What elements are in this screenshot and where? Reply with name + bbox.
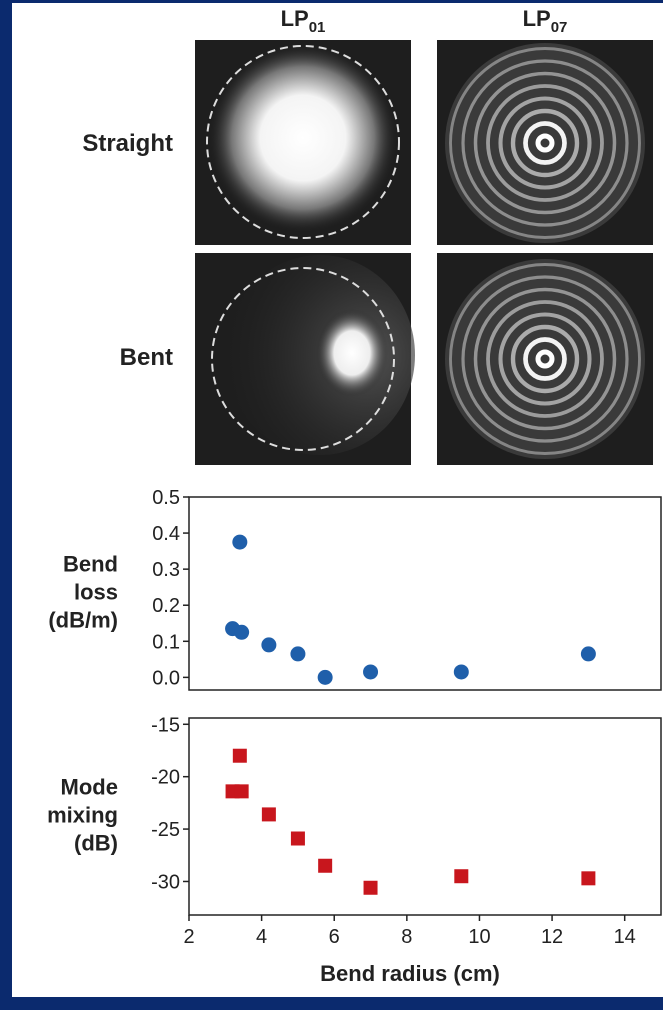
y-tick-label: -15 [151,714,180,736]
y-axis-label: Bend [63,552,118,577]
y-tick-label: -30 [151,871,180,893]
point [318,859,332,873]
y-axis-label: (dB) [74,831,118,856]
point [364,881,378,895]
point [261,637,276,652]
point [581,871,595,885]
y-axis-label: mixing [47,803,118,828]
point [233,749,247,763]
figure: LP01 LP07 Straight Bent 0.50.40.30.20.10… [0,0,663,1010]
y-tick-label: 0.2 [152,595,180,617]
x-axis-label: Bend radius (cm) [320,961,500,986]
y-tick-label: 0.4 [152,523,180,545]
point [291,832,305,846]
y-tick-label: -20 [151,767,180,789]
x-tick-label: 8 [401,926,412,948]
point [262,807,276,821]
y-axis-label: Mode [61,775,118,800]
x-tick-label: 10 [468,926,490,948]
point [290,646,305,661]
point [363,664,378,679]
page: {"column_labels": [{"base": "LP", "subsc… [0,0,663,1010]
y-tick-label: -25 [151,819,180,841]
x-tick-label: 14 [614,926,636,948]
x-tick-label: 6 [329,926,340,948]
point [234,625,249,640]
x-tick-label: 12 [541,926,563,948]
row-label: Straight [82,130,173,157]
mode-image [437,40,653,245]
y-tick-label: 0.1 [152,631,180,653]
y-tick-label: 0.3 [152,559,180,581]
point [318,670,333,685]
point [454,869,468,883]
y-tick-label: 0.0 [152,667,180,689]
point [454,664,469,679]
mode-image [437,253,653,465]
y-axis-label: loss [74,580,118,605]
y-axis-label: (dB/m) [48,608,118,633]
point [235,784,249,798]
y-tick-label: 0.5 [152,487,180,509]
mode-image [195,40,411,245]
row-label: Bent [120,344,173,371]
point [232,535,247,550]
x-tick-label: 2 [183,926,194,948]
point [581,646,596,661]
x-tick-label: 4 [256,926,267,948]
mode-image [195,253,415,465]
